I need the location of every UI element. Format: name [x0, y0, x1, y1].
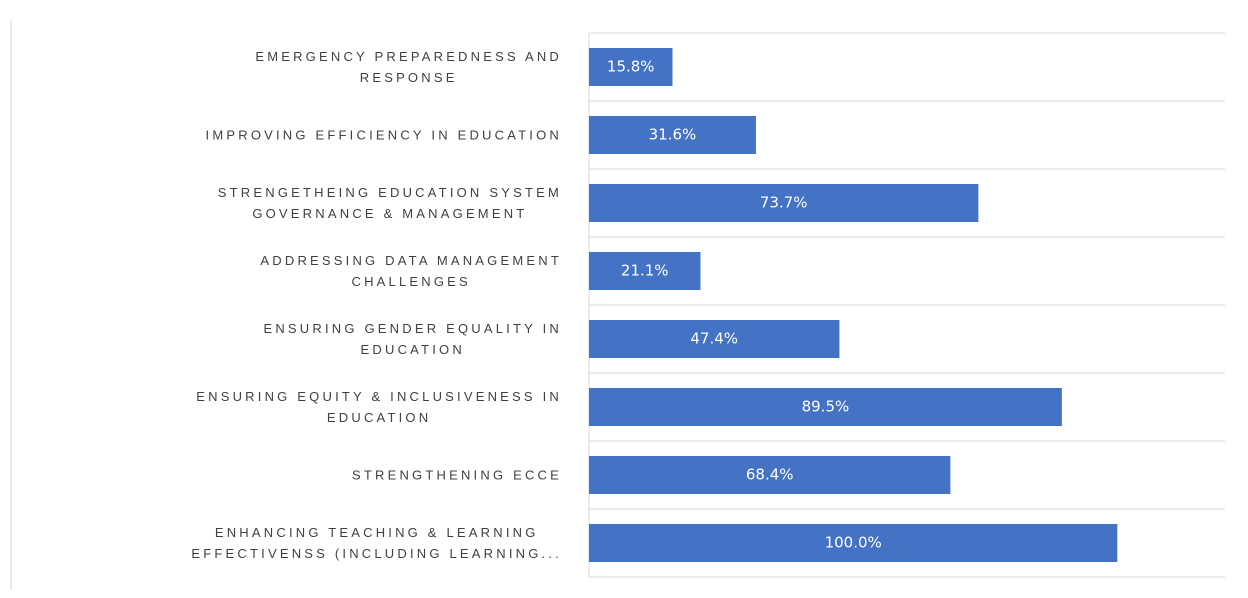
value-label: 89.5%: [802, 398, 850, 416]
category-label: ENSURING GENDER EQUALITY IN EDUCATION: [263, 321, 562, 357]
bar: [589, 524, 1118, 562]
category-label: EMERGENCY PREPAREDNESS AND RESPONSE: [255, 49, 562, 85]
bar: [589, 116, 756, 154]
bar: [589, 184, 979, 222]
value-label: 31.6%: [649, 126, 697, 144]
value-label: 15.8%: [607, 58, 655, 76]
bar: [589, 456, 951, 494]
value-label: 73.7%: [760, 194, 808, 212]
value-label: 47.4%: [690, 330, 738, 348]
category-label: STRENGETHEING EDUCATION SYSTEM GOVERNANC…: [217, 185, 562, 221]
bar: [589, 48, 673, 86]
bar: [589, 388, 1062, 426]
category-label: ADDRESSING DATA MANAGEMENT CHALLENGES: [260, 253, 562, 289]
category-label: ENSURING EQUITY & INCLUSIVENESS IN EDUCA…: [196, 389, 562, 425]
category-label: ENHANCING TEACHING & LEARNING EFFECTIVEN…: [191, 525, 562, 561]
bar: [589, 252, 701, 290]
category-label: STRENGTHENING ECCE: [351, 467, 562, 483]
bar: [589, 320, 840, 358]
value-label: 68.4%: [746, 466, 794, 484]
value-label: 100.0%: [825, 534, 882, 552]
category-label: IMPROVING EFFICIENCY IN EDUCATION: [205, 127, 562, 143]
value-label: 21.1%: [621, 262, 669, 280]
